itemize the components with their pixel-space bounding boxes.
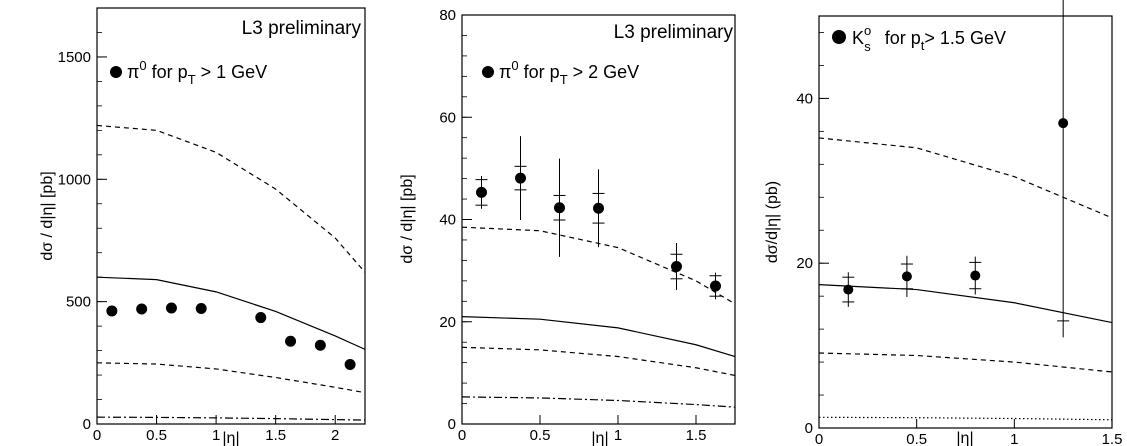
model-curve-dashed [96,124,366,273]
data-point [476,186,487,198]
model-curve-dashed [461,226,736,305]
data-point [970,270,981,281]
model-curve-dashed [818,352,1113,373]
legend-label: Ko s for pt> 1.5 GeV [852,23,1006,54]
legend-marker [832,30,846,44]
y-axis-label: dσ/d|η| (pb) [764,181,781,263]
model-curve-solid [818,284,1113,324]
data-point [285,335,297,347]
model-curve-dashed [461,346,736,377]
x-axis-label: |η| [956,430,973,446]
model-curve-solid [96,276,366,350]
panel-pi0-pt1: dσ / d|η| [pb] |η| L3 preliminary π0 for… [39,7,366,446]
legend: π0 for pT > 1 GeV [110,58,267,87]
legend: π0 for pT > 2 GeV [482,58,639,87]
y-tick-label: 0 [448,416,456,433]
y-tick-label: 1500 [58,49,91,66]
data-point [195,302,207,314]
legend: Ko s for pt> 1.5 GeV [832,23,1006,54]
x-tick-label: 0.5 [146,427,167,444]
x-tick-label: 1 [1010,431,1018,446]
x-tick-label: 1.5 [1102,431,1123,446]
data-point [106,305,118,317]
panel-pi0-pt2: dσ / d|η| [pb] |η| L3 preliminary π0 for… [399,7,736,446]
y-tick-label: 80 [439,7,456,24]
model-curve-solid [461,316,736,358]
y-tick-label: 1000 [58,171,91,188]
model-curve-dashed [818,137,1113,219]
x-axis-label: |η| [591,430,608,446]
legend-marker [482,66,494,78]
legend-marker [110,66,122,78]
y-tick-label: 20 [439,314,456,331]
y-tick-label: 500 [66,294,91,311]
data-point [710,280,721,292]
data-point [554,202,565,214]
data-point [165,302,177,314]
y-tick-label: 0 [805,420,813,437]
data-point [843,284,854,295]
y-tick-label: 60 [439,109,456,126]
plot-frame [818,15,1113,429]
model-curve-dashdot [96,416,366,421]
data-point [1058,118,1069,129]
data-point [593,202,604,214]
x-tick-label: 0.5 [906,431,927,446]
x-axis-label: |η| [222,430,239,446]
model-curve-dashdot [461,396,736,408]
x-tick-label: 0 [458,427,466,444]
data-point [671,261,682,273]
legend-label: π0 for pT > 2 GeV [499,58,639,87]
data-point [314,339,326,351]
model-curve-dashed [96,362,366,394]
y-tick-label: 40 [439,212,456,229]
panel-title: L3 preliminary [614,22,734,43]
y-tick-label: 40 [796,90,813,107]
data-point [344,359,356,371]
data-point [136,303,148,315]
data-point [255,312,267,324]
y-tick-label: 0 [83,416,91,433]
x-tick-label: 1 [614,427,622,444]
x-tick-label: 1.5 [686,427,707,444]
x-tick-label: 0 [93,427,101,444]
panel-k0s-pt15: dσ/d|η| (pb) |η| Ko s for pt> 1.5 GeV 0 0.5… [764,0,1122,446]
x-tick-label: 0.5 [530,427,551,444]
y-axis-label: dσ / d|η| [pb] [399,174,416,263]
data-point [901,271,912,282]
model-curve-dotted [818,416,1113,421]
x-tick-label: 2 [331,427,339,444]
x-tick-label: 0 [815,431,823,446]
x-tick-label: 1.5 [265,427,286,444]
panel-title: L3 preliminary [242,18,362,39]
x-tick-label: 1 [212,427,220,444]
data-point [515,172,526,184]
legend-label: π0 for pT > 1 GeV [127,58,267,87]
y-tick-label: 20 [796,255,813,272]
plot-frame [96,7,366,425]
y-axis-label: dσ / d|η| [pb] [39,171,56,260]
